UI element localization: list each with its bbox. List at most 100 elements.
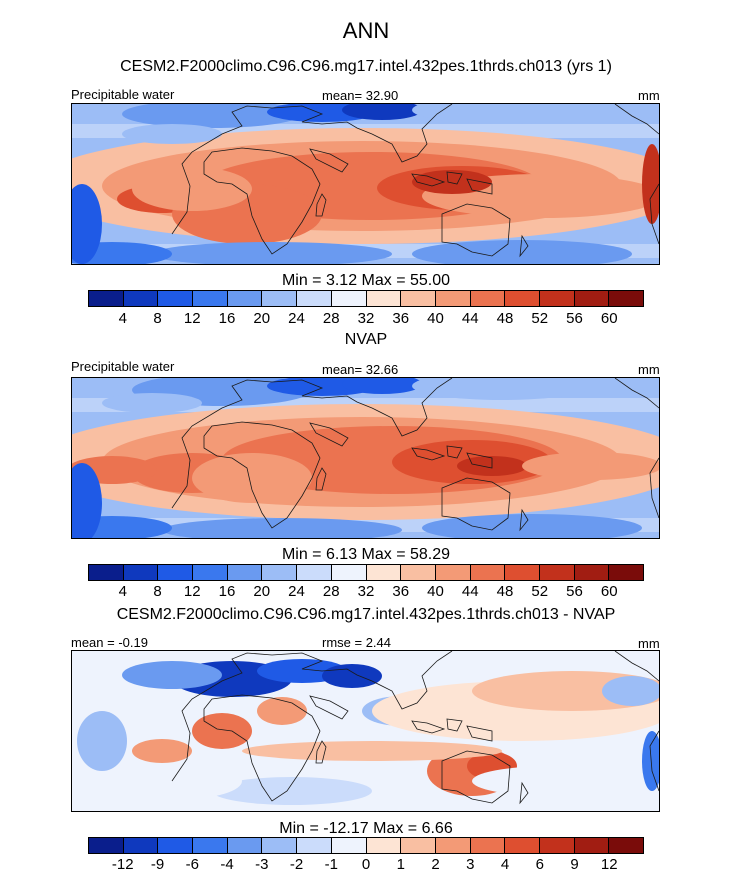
colorbar-swatch xyxy=(366,565,402,580)
contour-region xyxy=(122,763,242,799)
contour-region xyxy=(192,713,252,749)
coastline xyxy=(519,234,529,258)
coastline xyxy=(411,173,446,187)
coastline xyxy=(411,720,446,734)
colorbar-swatch xyxy=(227,565,263,580)
contour-region xyxy=(102,393,202,413)
coastline xyxy=(315,193,327,217)
colorbar-tick-label: -4 xyxy=(220,856,234,873)
contour-region xyxy=(122,104,302,128)
colorbar-tick-label: 48 xyxy=(496,583,514,600)
colorbar-tick-label: -9 xyxy=(150,856,165,873)
colorbar-swatch xyxy=(574,565,610,580)
colorbar-tick-label: 20 xyxy=(253,583,271,600)
coastline xyxy=(411,447,446,461)
coastline xyxy=(519,781,529,805)
coastline xyxy=(519,508,529,532)
panel1-map xyxy=(71,103,660,265)
colorbar-tick-label: 44 xyxy=(461,310,479,327)
colorbar-tick-label: 48 xyxy=(496,310,514,327)
colorbar-tick-label: 12 xyxy=(600,856,618,873)
contour-region xyxy=(642,731,659,791)
panel3-map xyxy=(71,650,660,812)
panel2-map xyxy=(71,377,660,539)
coastline xyxy=(203,421,321,529)
colorbar-swatch xyxy=(158,565,194,580)
colorbar-swatch xyxy=(574,838,610,853)
colorbar-tick-label: 16 xyxy=(218,583,236,600)
colorbar-swatch xyxy=(158,838,194,853)
colorbar-swatch xyxy=(227,838,263,853)
colorbar-swatch xyxy=(158,291,194,306)
colorbar-tick-label: 28 xyxy=(322,310,340,327)
colorbar-swatch xyxy=(401,291,436,306)
colorbar-swatch xyxy=(331,565,367,580)
contour-region xyxy=(322,664,382,688)
colorbar-tick-label: 20 xyxy=(253,310,271,327)
colorbar-swatch xyxy=(366,838,402,853)
contour-region xyxy=(412,170,492,194)
colorbar-swatch xyxy=(470,838,506,853)
colorbar-tick-label: 0 xyxy=(361,856,371,873)
coastline xyxy=(441,477,511,531)
panel3-mean-label: mean = -0.19 xyxy=(71,635,148,650)
panel3-contour-field xyxy=(72,651,659,811)
coastline xyxy=(614,378,659,409)
contour-region xyxy=(642,144,659,224)
colorbar-tick-label: 44 xyxy=(461,583,479,600)
colorbar-tick-label: 8 xyxy=(153,583,162,600)
colorbar-swatch xyxy=(89,838,124,853)
coastline xyxy=(441,750,511,804)
colorbar-swatch xyxy=(297,565,332,580)
contour-region xyxy=(602,676,659,706)
panel1-contour-field xyxy=(72,104,659,264)
coastline xyxy=(649,457,659,519)
coastline xyxy=(309,695,349,720)
coastline xyxy=(446,445,463,459)
contour-region xyxy=(152,242,392,264)
coastline xyxy=(446,171,463,185)
colorbar-tick-label: 36 xyxy=(392,583,410,600)
colorbar-tick-label: 32 xyxy=(357,583,375,600)
coastline xyxy=(309,422,349,447)
colorbar-tick-label: 12 xyxy=(183,583,201,600)
colorbar-tick-label: 56 xyxy=(566,583,583,600)
colorbar-swatch xyxy=(505,565,540,580)
colorbar-tick-label: 24 xyxy=(288,583,305,600)
panel2-variable-label: Precipitable water xyxy=(71,359,175,374)
coastline xyxy=(171,378,453,509)
colorbar-tick-label: 24 xyxy=(288,310,305,327)
panel1-variable-label: Precipitable water xyxy=(71,87,175,102)
colorbar-tick-label: 56 xyxy=(566,310,583,327)
colorbar-swatch xyxy=(297,838,332,853)
panel1-colorbar xyxy=(88,290,644,307)
colorbar-swatch xyxy=(609,838,643,853)
contour-region xyxy=(242,741,502,761)
colorbar-swatch xyxy=(470,291,506,306)
colorbar-tick-label: 40 xyxy=(427,310,444,327)
colorbar-swatch xyxy=(227,291,263,306)
panel1-title: CESM2.F2000climo.C96.C96.mg17.intel.432p… xyxy=(120,58,612,75)
colorbar-swatch xyxy=(435,838,471,853)
colorbar-swatch xyxy=(89,291,124,306)
colorbar-swatch xyxy=(505,838,540,853)
colorbar-tick-label: 40 xyxy=(427,583,444,600)
coastline xyxy=(466,452,493,469)
contour-region xyxy=(257,697,307,725)
coastline xyxy=(315,740,327,764)
contour-region xyxy=(122,661,222,689)
panel2-colorbar-ticks: 4 8 12 16 20 24 28 32 36 40 44 48 52 56 60 xyxy=(88,583,644,601)
coastline xyxy=(171,651,453,782)
colorbar-tick-label: 3 xyxy=(466,856,475,873)
colorbar-swatch xyxy=(401,565,436,580)
coastline xyxy=(466,178,493,195)
colorbar-swatch xyxy=(574,291,610,306)
contour-region xyxy=(212,777,372,805)
colorbar-swatch xyxy=(262,838,298,853)
colorbar-tick-label: 28 xyxy=(322,583,340,600)
panel2-stats: Min = 6.13 Max = 58.29 xyxy=(281,546,451,563)
coastline xyxy=(309,148,349,173)
colorbar-tick-label: 9 xyxy=(570,856,579,873)
coastline xyxy=(649,183,659,245)
panel3-units-label: mm xyxy=(638,636,660,651)
